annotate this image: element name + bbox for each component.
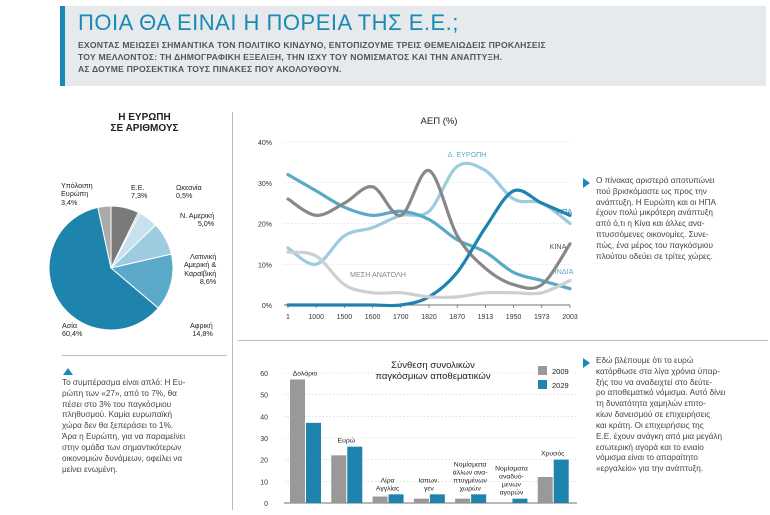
- line-series: [286, 168, 572, 290]
- x-tick-label: 1950: [506, 314, 522, 321]
- legend-swatch: [538, 366, 547, 375]
- y-tick-label: 10%: [258, 262, 272, 269]
- pie-label-oceania: Ωκεανία 0,5%: [176, 183, 202, 201]
- left-paragraph: Το συμπέρασμα είναι απλό: Η Ευ- ρώπη των…: [62, 378, 186, 474]
- category-label: αναδυό-: [499, 473, 524, 481]
- header-banner: [60, 6, 766, 86]
- series-label: ΚΙΝΑ: [550, 242, 567, 251]
- y-tick-label: 0%: [262, 303, 272, 310]
- pie-slice: [97, 205, 112, 269]
- x-tick-label: 1000: [308, 314, 324, 321]
- category-label: Δολάριο: [293, 370, 318, 378]
- category-label: Λίρα: [381, 476, 395, 484]
- series-label: Δ. ΕΥΡΩΠΗ: [448, 150, 487, 159]
- bar: [413, 498, 429, 503]
- line-series: [286, 250, 572, 299]
- x-tick-label: 2003: [562, 314, 578, 321]
- y-tick-label: 30: [260, 436, 268, 443]
- bar: [290, 379, 305, 503]
- bar: [347, 446, 363, 503]
- bar: [306, 422, 321, 503]
- x-tick-label: 1820: [421, 314, 437, 321]
- y-tick-label: 50: [260, 393, 268, 400]
- legend-label: 2029: [552, 381, 569, 390]
- bar-chart-title: Σύνθεση συνολικών: [391, 360, 475, 371]
- bar: [372, 496, 388, 503]
- column-divider: [232, 112, 233, 510]
- intro-line: ΕΧΟΝΤΑΣ ΜΕΙΩΣΕΙ ΣΗΜΑΝΤΙΚΑ ΤΟΝ ΠΟΛΙΤΙΚΟ Κ…: [78, 40, 546, 50]
- gdp-line-chart: ΑΕΠ (%) 0% 10% 20% 30% 40% 1 1000 1500 1600 1700 18…: [258, 116, 578, 321]
- pie-slice: [48, 206, 159, 331]
- category-label: γεν: [424, 485, 434, 492]
- intro-line: ΑΣ ΔΟΥΜΕ ΠΡΟΣΕΚΤΙΚΑ ΤΟΥΣ ΠΙΝΑΚΕΣ ΠΟΥ ΑΚΟ…: [78, 64, 342, 74]
- pie-label-africa: Αφρική 14,8%: [190, 321, 213, 339]
- pie-box-title: Η ΕΥΡΩΠΗ ΣΕ ΑΡΙΘΜΟΥΣ: [62, 112, 227, 134]
- category-label: Νομίσματα: [495, 465, 528, 473]
- y-tick-label: 40: [260, 414, 268, 421]
- right-paragraph-top: Ο πίνακας αριστερά αποτυπώνει πού βρισκό…: [596, 176, 716, 261]
- bar: [471, 494, 487, 503]
- category-label: άλλων ανα-: [453, 468, 488, 476]
- line-series: [286, 161, 572, 266]
- left-divider: [62, 355, 227, 356]
- pie-label-asia: Ασία 60,4%: [62, 321, 83, 339]
- y-tick-label: 20%: [258, 222, 272, 229]
- pie-label-eu: Ε.Ε. 7,3%: [131, 183, 148, 201]
- legend-label: 2009: [552, 367, 569, 376]
- x-tick-label: 1700: [393, 314, 409, 321]
- legend-swatch: [538, 380, 547, 389]
- pie-label-rest-europe: Υπόλοιπη Ευρώπη 3,4%: [61, 181, 93, 207]
- x-tick-label: 1870: [449, 314, 465, 321]
- bar: [331, 455, 347, 503]
- marker-triangle-icon: [63, 368, 73, 375]
- x-tick-label: 1913: [478, 314, 494, 321]
- pie-title-line: Η ΕΥΡΩΠΗ: [118, 112, 171, 123]
- y-tick-label: 0: [264, 501, 268, 508]
- y-tick-label: 60: [260, 371, 268, 378]
- category-label: χωρών: [460, 484, 482, 492]
- pie-label-north-america: Ν. Αμερική 5,0%: [180, 211, 215, 229]
- category-label: Αγγλίας: [376, 484, 400, 492]
- header-accent-bar: [60, 6, 65, 86]
- pointer-triangle-icon: [583, 358, 590, 368]
- category-label: Χρυσός: [541, 450, 565, 458]
- y-tick-label: 30%: [258, 181, 272, 188]
- category-label: Ιαπων.: [418, 477, 439, 484]
- series-label: ΗΠΑ: [557, 207, 572, 216]
- category-label: Νομίσματα: [454, 460, 487, 468]
- category-label: πτυγμένων: [453, 476, 487, 484]
- x-tick-label: 1600: [365, 314, 381, 321]
- line-chart-title: ΑΕΠ (%): [421, 116, 458, 127]
- bar: [537, 477, 553, 503]
- series-label: ΜΕΣΗ ΑΝΑΤΟΛΗ: [350, 270, 406, 279]
- x-tick-label: 1500: [337, 314, 353, 321]
- category-label: μενων: [502, 482, 522, 489]
- bar: [553, 459, 569, 503]
- pie-label-latin-america: Λατινική Αμερική & Καραϊβική 8,6%: [184, 252, 217, 286]
- bar: [388, 494, 404, 503]
- x-tick-label: 1: [286, 314, 290, 321]
- bar-chart-title: παγκόσμιων αποθεματικών: [375, 371, 490, 382]
- pie-title-line: ΣΕ ΑΡΙΘΜΟΥΣ: [110, 123, 179, 134]
- bar: [512, 498, 528, 503]
- right-paragraph-bottom: Εδώ βλέπουμε ότι το ευρώ κατόρθωσε στα λ…: [596, 356, 726, 474]
- y-tick-label: 40%: [258, 140, 272, 147]
- bar: [429, 494, 445, 503]
- category-label: Ευρώ: [338, 437, 356, 445]
- pie-slice: [109, 253, 174, 309]
- intro-line: ΤΟΥ ΜΕΛΛΟΝΤΟΣ: ΤΗ ΔΗΜΟΓΡΑΦΙΚΗ ΕΞΕΛΙΞΗ, Τ…: [78, 52, 503, 62]
- x-tick-label: 1973: [534, 314, 550, 321]
- bar: [455, 498, 471, 503]
- pointer-triangle-icon: [583, 178, 590, 188]
- category-label: αγορών: [500, 489, 524, 497]
- series-label: ΙΝΔΙΑ: [555, 267, 574, 276]
- line-series: [286, 173, 572, 291]
- y-tick-label: 10: [260, 479, 268, 486]
- y-tick-label: 20: [260, 458, 268, 465]
- page-title: ΠΟΙΑ ΘΑ ΕΙΝΑΙ Η ΠΟΡΕΙΑ ΤΗΣ Ε.Ε.;: [78, 10, 459, 35]
- row-divider: [238, 340, 768, 341]
- population-pie-chart: [48, 205, 174, 331]
